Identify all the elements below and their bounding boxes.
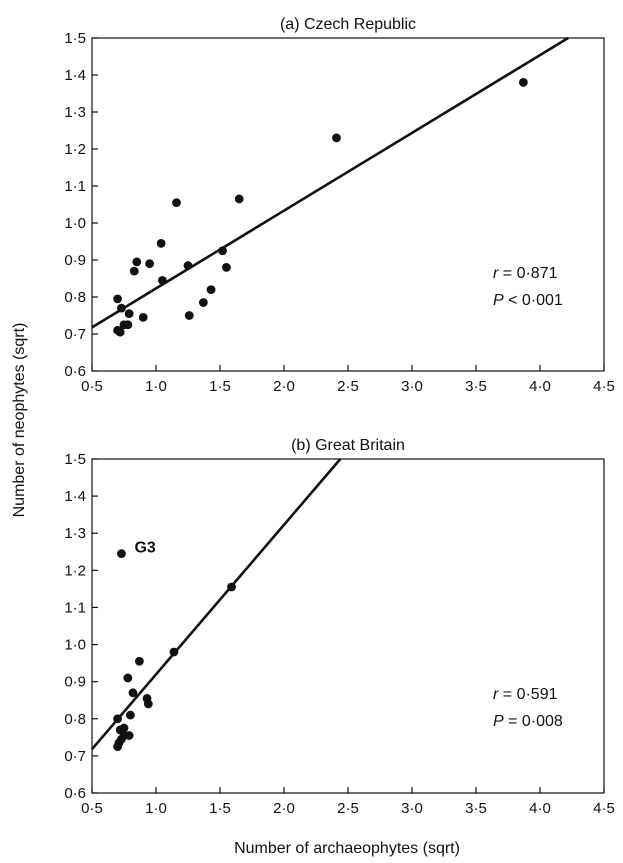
x-tick-label: 3·5 (465, 800, 487, 817)
x-tick-label: 1·5 (209, 378, 231, 395)
y-tick-label: 1·5 (64, 451, 86, 468)
regression-line (91, 36, 569, 329)
data-point (132, 257, 142, 267)
data-point (138, 312, 148, 322)
x-tick-label: 0·5 (81, 800, 103, 817)
y-tick-label: 0·7 (64, 748, 86, 765)
y-tick-label: 1·5 (64, 30, 86, 47)
data-point (183, 261, 193, 270)
stat-p: P < 0·001 (493, 292, 563, 309)
data-point (169, 647, 179, 657)
x-tick-label: 2·5 (337, 800, 359, 817)
stat-r-symbol: r (493, 686, 499, 703)
y-tick-label: 1·4 (64, 488, 86, 505)
x-tick-label: 0·5 (81, 378, 103, 395)
data-point (518, 78, 528, 87)
chart-title: (a) Czech Republic (280, 16, 416, 33)
stat-r-symbol: r (493, 265, 499, 282)
x-tick-label: 2·5 (337, 378, 359, 395)
chart-title: (b) Great Britain (291, 437, 405, 454)
plot-frame (91, 458, 605, 794)
data-point (117, 303, 126, 313)
y-tick-label: 0·7 (64, 326, 86, 343)
stat-r-value: = 0·871 (498, 265, 557, 282)
data-point (128, 688, 138, 698)
stat-p-value: = 0·008 (504, 713, 563, 730)
x-tick-label: 1·0 (145, 800, 167, 817)
stat-r: r = 0·591 (493, 686, 558, 703)
y-tick-label: 1·1 (64, 178, 86, 195)
x-tick-label: 4·5 (593, 378, 615, 395)
data-point (206, 285, 216, 294)
x-tick-label: 4·5 (593, 800, 615, 817)
data-point (123, 320, 133, 330)
data-point (332, 133, 341, 143)
y-tick-label: 0·6 (64, 785, 86, 802)
data-point (113, 294, 122, 304)
data-point (156, 238, 166, 248)
x-tick-label: 4·0 (529, 378, 551, 395)
y-tick-label: 1·2 (64, 141, 86, 158)
data-point (158, 275, 167, 285)
stat-r-value: = 0·591 (498, 686, 557, 703)
stat-p: P = 0·008 (493, 713, 563, 730)
panel-czech-republic: (a) Czech Republic 0·5 1·0 1·5 2·0 2·5 3·0 3·5 4… (64, 16, 615, 395)
x-tick-label: 2·0 (273, 378, 295, 395)
y-tick-label: 0·9 (64, 674, 86, 691)
plot-frame (91, 37, 605, 372)
stat-p-value: < 0·001 (504, 292, 563, 309)
data-point (172, 198, 181, 208)
data-point (184, 311, 194, 320)
y-tick-label: 1·4 (64, 67, 86, 84)
y-tick-label: 1·0 (64, 215, 86, 232)
data-point (222, 263, 231, 272)
data-point (124, 731, 134, 740)
y-tick-label: 0·9 (64, 252, 86, 269)
x-axis-label: Number of archaeophytes (sqrt) (234, 840, 460, 857)
stat-r: r = 0·871 (493, 265, 558, 282)
y-tick-label: 1·1 (64, 599, 86, 616)
data-point (117, 549, 126, 559)
data-point (115, 327, 125, 337)
data-point (134, 656, 144, 666)
y-tick-label: 1·2 (64, 562, 86, 579)
data-point (119, 723, 129, 733)
data-point (125, 710, 135, 720)
point-label: G3 (134, 540, 155, 557)
stat-p-symbol: P (493, 292, 504, 309)
data-point (145, 259, 155, 269)
y-tick-label: 0·6 (64, 363, 86, 380)
y-tick-label: 1·0 (64, 637, 86, 654)
y-axis-label: Number of neophytes (sqrt) (11, 323, 28, 518)
y-tick-label: 1·3 (64, 525, 86, 542)
x-tick-label: 3·5 (465, 378, 487, 395)
data-point (124, 309, 134, 319)
y-tick-label: 0·8 (64, 289, 86, 306)
data-point (123, 673, 133, 683)
x-tick-label: 3·0 (401, 800, 423, 817)
x-tick-label: 1·0 (145, 378, 167, 395)
x-tick-label: 3·0 (401, 378, 423, 395)
stat-p-symbol: P (493, 713, 504, 730)
x-tick-label: 1·5 (209, 800, 231, 817)
regression-line (91, 458, 342, 751)
data-point (198, 298, 208, 307)
data-point (113, 714, 122, 724)
panel-great-britain: (b) Great Britain 0·5 1·0 1·5 2·0 2·5 3·0 3·5 4·… (64, 437, 615, 817)
data-point (227, 582, 236, 592)
data-point (234, 194, 244, 204)
data-point (129, 266, 139, 276)
x-tick-label: 4·0 (529, 800, 551, 817)
data-point (143, 699, 153, 709)
x-tick-label: 2·0 (273, 800, 295, 817)
data-point (218, 246, 227, 256)
y-tick-label: 0·8 (64, 711, 86, 728)
y-tick-label: 1·3 (64, 104, 86, 121)
